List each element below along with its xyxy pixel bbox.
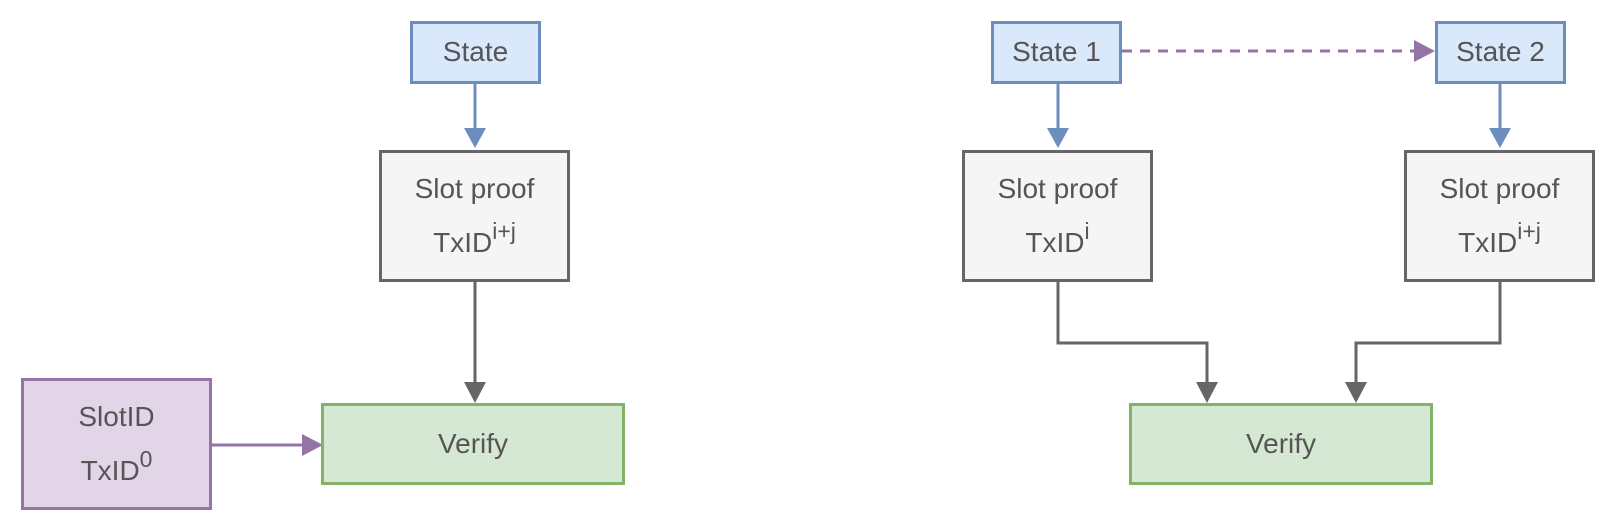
- verify-node: Verify: [321, 403, 625, 485]
- slot-proof-title: Slot proof: [414, 172, 535, 204]
- slot-proof-node: Slot proof TxIDi+j: [379, 150, 570, 282]
- slotid-title: SlotID: [78, 400, 155, 432]
- edge-state1-to-state2: [1122, 40, 1435, 62]
- state-2-node: State 2: [1435, 21, 1566, 84]
- state-2-label: State 2: [1456, 36, 1545, 68]
- state-1-label: State 1: [1012, 36, 1101, 68]
- slot-proof-1-title: Slot proof: [997, 172, 1118, 204]
- edge-slotid-to-verify: [212, 434, 323, 456]
- state-1-node: State 1: [991, 21, 1122, 84]
- edge-state2-to-slot-proof-2: [1489, 84, 1511, 148]
- slotid-txid: TxID0: [80, 446, 153, 486]
- edge-state-to-slot-proof: [464, 84, 486, 148]
- verify-label: Verify: [437, 427, 509, 459]
- state-label: State: [442, 36, 509, 68]
- slotid-node: SlotID TxID0: [21, 378, 212, 510]
- slot-proof-txid: TxIDi+j: [433, 218, 516, 258]
- verify-label-right: Verify: [1245, 427, 1317, 459]
- state-node: State: [410, 21, 541, 84]
- edge-slot-proof-2-to-verify: [1345, 282, 1502, 403]
- slot-proof-1-node: Slot proof TxIDi: [962, 150, 1153, 282]
- slot-proof-1-txid: TxIDi: [1025, 218, 1090, 258]
- edge-state1-to-slot-proof-1: [1047, 84, 1069, 148]
- edge-slot-proof-1-to-verify: [1056, 282, 1218, 403]
- slot-proof-2-node: Slot proof TxIDi+j: [1404, 150, 1595, 282]
- slot-proof-2-txid: TxIDi+j: [1458, 218, 1541, 258]
- slot-proof-2-title: Slot proof: [1439, 172, 1560, 204]
- edge-slot-proof-to-verify: [464, 282, 486, 403]
- verify-node-right: Verify: [1129, 403, 1433, 485]
